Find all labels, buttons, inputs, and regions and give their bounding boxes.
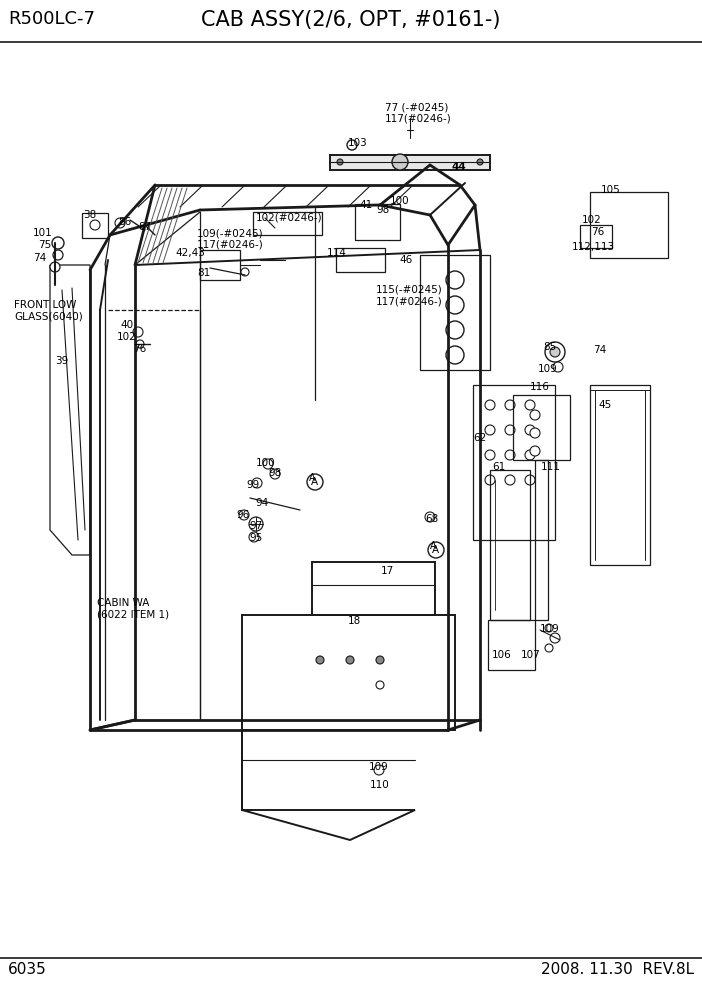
Text: 85: 85 bbox=[543, 342, 556, 352]
Text: 40: 40 bbox=[120, 320, 133, 330]
Circle shape bbox=[133, 327, 143, 337]
Text: 103: 103 bbox=[348, 138, 368, 148]
Text: 39: 39 bbox=[55, 356, 68, 366]
Polygon shape bbox=[330, 155, 490, 170]
Text: 97: 97 bbox=[249, 521, 263, 531]
Circle shape bbox=[249, 532, 259, 542]
Circle shape bbox=[545, 624, 553, 632]
Text: 77 (-#0245)
117(#0246-): 77 (-#0245) 117(#0246-) bbox=[385, 102, 452, 124]
Text: A: A bbox=[311, 477, 318, 487]
Text: 111: 111 bbox=[541, 462, 561, 472]
Circle shape bbox=[446, 321, 464, 339]
Circle shape bbox=[376, 681, 384, 689]
Text: 114: 114 bbox=[327, 248, 347, 258]
Circle shape bbox=[485, 425, 495, 435]
Text: A: A bbox=[309, 473, 315, 483]
Text: 115(-#0245)
117(#0246-): 115(-#0245) 117(#0246-) bbox=[376, 285, 443, 307]
Circle shape bbox=[428, 542, 444, 558]
Text: 76: 76 bbox=[133, 344, 146, 354]
Circle shape bbox=[505, 475, 515, 485]
Text: 109: 109 bbox=[369, 762, 389, 772]
Text: 109: 109 bbox=[540, 624, 559, 634]
Text: FRONT LOW
GLASS(6040): FRONT LOW GLASS(6040) bbox=[14, 300, 83, 321]
Circle shape bbox=[307, 474, 323, 490]
Circle shape bbox=[50, 262, 60, 272]
Text: 62: 62 bbox=[473, 433, 486, 443]
Circle shape bbox=[550, 633, 560, 643]
Text: 42,43: 42,43 bbox=[175, 248, 205, 258]
Text: 2008. 11.30  REV.8L: 2008. 11.30 REV.8L bbox=[541, 962, 694, 977]
Text: CABIN WA
(6022 ITEM 1): CABIN WA (6022 ITEM 1) bbox=[97, 598, 169, 620]
Text: 96: 96 bbox=[236, 510, 249, 520]
Circle shape bbox=[550, 347, 560, 357]
Circle shape bbox=[525, 475, 535, 485]
Text: A: A bbox=[430, 541, 437, 551]
Text: 17: 17 bbox=[381, 566, 395, 576]
Circle shape bbox=[376, 656, 384, 664]
Circle shape bbox=[347, 140, 357, 150]
Circle shape bbox=[553, 362, 563, 372]
Circle shape bbox=[485, 475, 495, 485]
Circle shape bbox=[90, 220, 100, 230]
Text: 102: 102 bbox=[582, 215, 602, 225]
Circle shape bbox=[392, 154, 408, 170]
Text: 107: 107 bbox=[521, 650, 541, 660]
Circle shape bbox=[530, 410, 540, 420]
Circle shape bbox=[446, 346, 464, 364]
Text: 98: 98 bbox=[376, 205, 389, 215]
Circle shape bbox=[505, 425, 515, 435]
Text: 41: 41 bbox=[359, 200, 372, 210]
Circle shape bbox=[136, 340, 144, 348]
Text: 106: 106 bbox=[492, 650, 512, 660]
Text: 38: 38 bbox=[83, 210, 96, 220]
Text: 61: 61 bbox=[492, 462, 505, 472]
Circle shape bbox=[425, 512, 435, 522]
Text: 74: 74 bbox=[593, 345, 607, 355]
Circle shape bbox=[52, 237, 64, 249]
Text: 68: 68 bbox=[425, 514, 438, 524]
Text: 112,113: 112,113 bbox=[572, 242, 615, 252]
Circle shape bbox=[545, 644, 553, 652]
Circle shape bbox=[525, 425, 535, 435]
Text: 101: 101 bbox=[33, 228, 53, 238]
Text: 94: 94 bbox=[255, 498, 268, 508]
Text: R500LC-7: R500LC-7 bbox=[8, 10, 95, 28]
Text: 98: 98 bbox=[268, 468, 282, 478]
Text: 86: 86 bbox=[118, 217, 131, 227]
Text: 95: 95 bbox=[249, 533, 263, 543]
Circle shape bbox=[446, 296, 464, 314]
Text: 110: 110 bbox=[370, 780, 390, 790]
Text: 75: 75 bbox=[38, 240, 51, 250]
Text: 116: 116 bbox=[530, 382, 550, 392]
Circle shape bbox=[249, 517, 263, 531]
Circle shape bbox=[485, 400, 495, 410]
Text: 46: 46 bbox=[399, 255, 412, 265]
Circle shape bbox=[446, 271, 464, 289]
Text: 81: 81 bbox=[197, 268, 211, 278]
Circle shape bbox=[239, 510, 249, 520]
Circle shape bbox=[505, 450, 515, 460]
Text: 45: 45 bbox=[598, 400, 611, 410]
Text: 99: 99 bbox=[246, 480, 259, 490]
Text: 44: 44 bbox=[452, 162, 467, 172]
Circle shape bbox=[263, 459, 273, 469]
Circle shape bbox=[316, 656, 324, 664]
Circle shape bbox=[115, 218, 125, 228]
Circle shape bbox=[485, 450, 495, 460]
Text: 109: 109 bbox=[538, 364, 558, 374]
Text: 109(-#0245)
117(#0246-): 109(-#0245) 117(#0246-) bbox=[197, 228, 264, 250]
Circle shape bbox=[374, 765, 384, 775]
Circle shape bbox=[525, 450, 535, 460]
Text: 105: 105 bbox=[601, 185, 621, 195]
Circle shape bbox=[346, 656, 354, 664]
Text: 100: 100 bbox=[390, 196, 410, 206]
Text: CAB ASSY(2/6, OPT, #0161-): CAB ASSY(2/6, OPT, #0161-) bbox=[201, 10, 501, 30]
Text: 74: 74 bbox=[33, 253, 46, 263]
Circle shape bbox=[477, 159, 483, 165]
Circle shape bbox=[530, 446, 540, 456]
Circle shape bbox=[530, 428, 540, 438]
Text: 102(#0246-): 102(#0246-) bbox=[256, 213, 323, 223]
Text: 102: 102 bbox=[117, 332, 137, 342]
Text: 76: 76 bbox=[591, 227, 604, 237]
Circle shape bbox=[53, 250, 63, 260]
